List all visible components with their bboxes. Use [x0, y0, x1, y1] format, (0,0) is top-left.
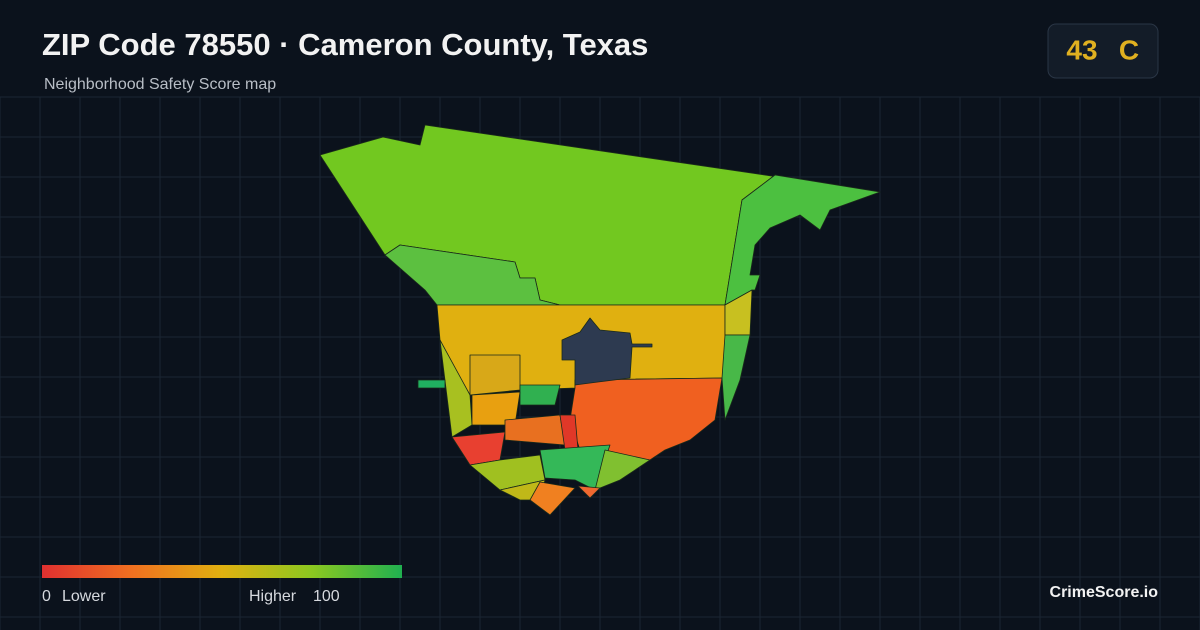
score-grade: C	[1119, 34, 1139, 65]
region	[561, 317, 653, 386]
legend-min-label: Lower	[62, 588, 106, 605]
legend-bar	[42, 565, 402, 578]
title: ZIP Code 78550 · Cameron County, Texas	[42, 27, 648, 62]
brand: CrimeScore.io	[1050, 584, 1159, 601]
region	[577, 485, 601, 499]
legend-max: 100	[313, 588, 340, 605]
map	[319, 124, 881, 516]
score-badge	[1047, 23, 1159, 79]
region	[519, 384, 561, 406]
subtitle: Neighborhood Safety Score map	[44, 76, 276, 93]
region	[504, 414, 566, 446]
region	[417, 379, 446, 389]
region	[539, 444, 611, 491]
region	[469, 454, 546, 491]
region	[384, 244, 561, 306]
legend-min: 0	[42, 588, 51, 605]
region	[529, 481, 576, 516]
region	[469, 354, 521, 396]
region	[721, 334, 751, 421]
legend-max-label: Higher	[249, 588, 297, 605]
region	[594, 449, 651, 491]
score-value: 43	[1066, 34, 1097, 65]
